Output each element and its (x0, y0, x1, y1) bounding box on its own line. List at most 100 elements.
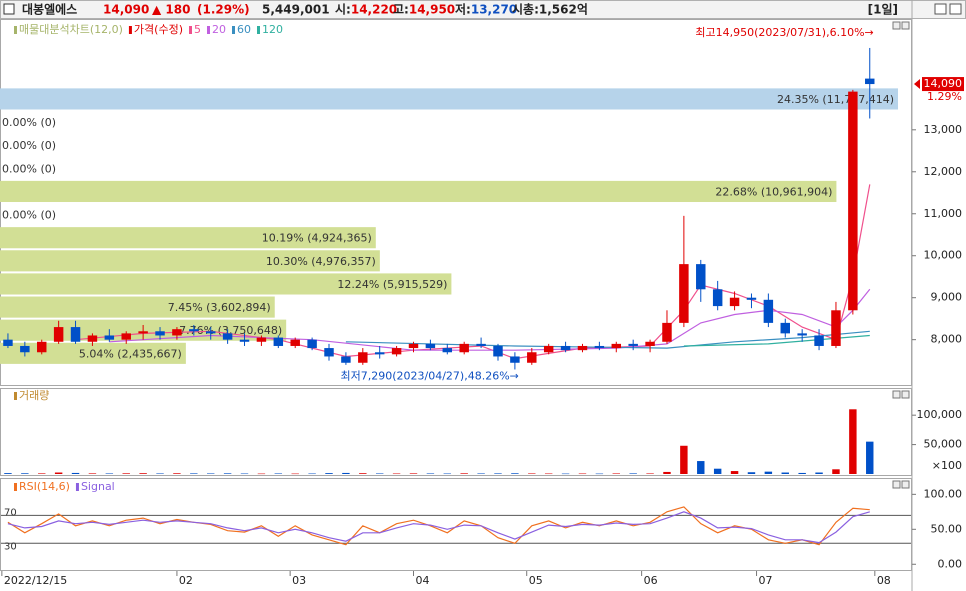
legend-swatch (14, 26, 17, 34)
profile-label: 0.00% (0) (2, 209, 56, 222)
volume-bar (849, 409, 857, 474)
volume-bar (730, 471, 739, 474)
volume-bar (460, 473, 468, 474)
volume-bar (764, 471, 773, 474)
profile-label: 7.45% (3,602,894) (168, 301, 271, 314)
volume-bar (494, 473, 502, 474)
volume-bar (359, 473, 367, 474)
checkbox[interactable] (3, 3, 15, 15)
candle-body (222, 333, 233, 340)
profile-label: 10.19% (4,924,365) (262, 232, 372, 245)
volume-bar (105, 473, 114, 474)
profile-bar (0, 88, 898, 110)
panel-button[interactable] (901, 390, 910, 399)
candle-body (256, 337, 267, 342)
volume-bar (240, 473, 249, 475)
legend-label: 120 (262, 23, 283, 36)
header-item-value: 14,220 (351, 3, 397, 17)
candle-body (746, 297, 757, 300)
candle-body (865, 78, 875, 85)
volume-bar (663, 471, 671, 474)
candle-body (510, 356, 520, 363)
header-item-value: 13,270 (471, 3, 517, 17)
volume-bar (308, 473, 316, 475)
volume-bar (375, 473, 384, 474)
x-tick-label: 05 (529, 574, 543, 587)
profile-label: 10.30% (4,976,357) (266, 255, 376, 268)
last-change-label: 1.29% (927, 90, 962, 103)
last-price-pointer (914, 79, 920, 90)
volume-bar (54, 472, 63, 474)
panel-button[interactable] (892, 390, 901, 399)
close-button[interactable] (949, 3, 962, 15)
legend-swatch (14, 392, 17, 400)
panel-button[interactable] (901, 21, 910, 30)
y-tick-label: 8,000 (931, 333, 963, 346)
profile-label: 24.35% (11,767,414) (777, 93, 894, 106)
header-item-value: 1,562억 (539, 3, 588, 17)
volume-bar (612, 473, 620, 474)
candle-body (831, 310, 841, 346)
candle-body (560, 345, 571, 351)
candle-body (172, 329, 182, 336)
candle-body (189, 329, 199, 332)
profile-label: 12.24% (5,915,529) (337, 278, 447, 291)
last-price-tag (922, 77, 964, 92)
profile-bar (0, 227, 376, 249)
moving-average-line (109, 288, 871, 351)
volume-bar (798, 472, 806, 474)
profile-label: 0.00% (0) (2, 116, 56, 129)
change-pct: (1.29%) (197, 3, 250, 17)
volume-bar (646, 473, 654, 474)
legend-label: 매물대분석차트(12,0) (19, 23, 123, 36)
volume-bar (88, 473, 97, 474)
legend-swatch (128, 26, 132, 34)
unit-label: ×100 (932, 459, 962, 472)
volume-bar (595, 473, 604, 475)
x-tick-label: 02 (179, 574, 193, 587)
legend-swatch (75, 483, 79, 491)
volume-bar (21, 473, 29, 474)
candle-body (324, 348, 334, 357)
volume-bar (139, 473, 147, 474)
profile-bar (0, 273, 452, 295)
legend-label: 60 (237, 23, 251, 36)
candle-body (425, 343, 436, 349)
volume-bar (342, 472, 350, 474)
panel-button[interactable] (901, 480, 910, 489)
volume-bar (544, 473, 553, 475)
volume-bar (38, 473, 46, 474)
volume-bar (4, 473, 12, 474)
volume-bar (477, 473, 485, 474)
volume-bar (697, 461, 705, 474)
rsi-line (7, 511, 870, 544)
candle-body (205, 331, 216, 334)
period-button[interactable]: [1일] (868, 3, 898, 17)
y-tick-label: 10,000 (924, 249, 963, 262)
window-button[interactable] (934, 3, 947, 15)
volume-bar (443, 473, 452, 475)
candle-body (307, 339, 317, 349)
candle-body (358, 352, 368, 363)
y-tick-label: 11,000 (924, 207, 963, 220)
candle-body (611, 343, 622, 349)
panel-buttons (892, 21, 910, 489)
legend-label: 20 (212, 23, 226, 36)
y-tick-label: 100,000 (917, 408, 963, 421)
volume-bar (257, 473, 266, 475)
profile-bar (0, 250, 380, 272)
volume-bar (156, 473, 164, 474)
candle-body (442, 348, 453, 353)
candle-body (341, 356, 351, 363)
volume-bar (122, 473, 130, 474)
volume-bar (511, 473, 519, 474)
candle-body (138, 331, 148, 334)
y-tick-label: 50.00 (931, 522, 963, 535)
volume-bar (713, 468, 722, 474)
volume-bar (274, 473, 283, 474)
y-tick-label: 0.00 (938, 557, 963, 570)
volume-bar (747, 472, 756, 474)
candle-body (763, 299, 774, 323)
panel-button[interactable] (892, 480, 901, 489)
panel-button[interactable] (892, 21, 901, 30)
